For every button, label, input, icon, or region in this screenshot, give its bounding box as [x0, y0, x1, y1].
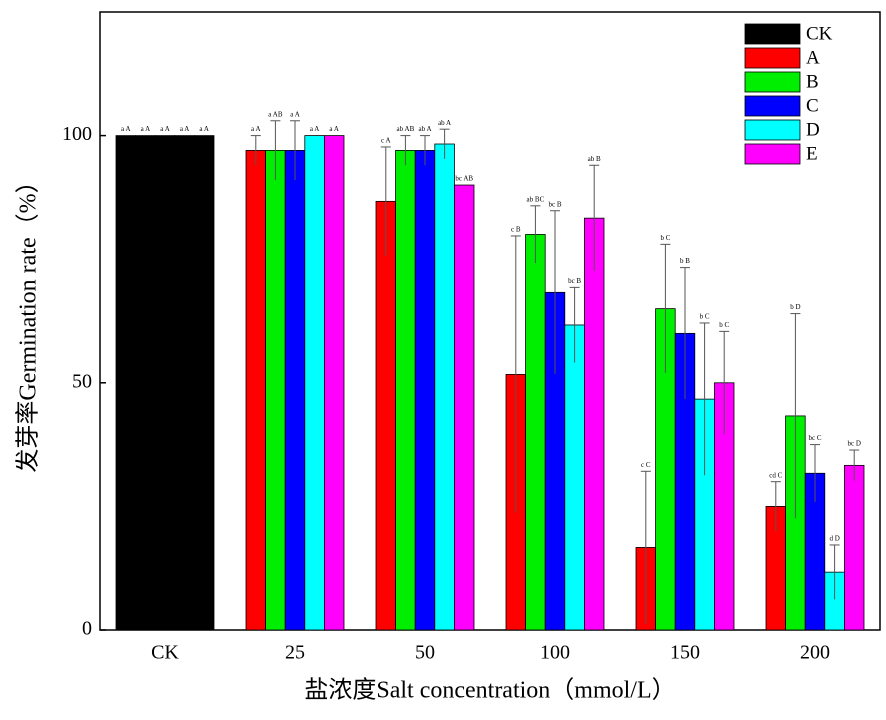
significance-label: bc AB [455, 175, 473, 183]
bar [525, 234, 546, 631]
significance-label: b C [719, 321, 729, 329]
bar [245, 150, 267, 631]
plot-frame [99, 11, 881, 631]
bar [193, 135, 215, 631]
legend-swatch [744, 23, 801, 45]
legend-swatch [744, 71, 801, 93]
significance-label: ab B [588, 155, 601, 163]
bar [564, 324, 585, 631]
significance-label: a AB [268, 110, 283, 118]
y-axis-title: 发芽率Germination rate（%） [15, 169, 42, 472]
y-tick-label: 0 [82, 618, 92, 640]
x-tick-label: 50 [415, 642, 435, 664]
significance-label: a A [329, 125, 339, 133]
significance-label: a A [199, 125, 209, 133]
x-axis-title: 盐浓度Salt concentration（mmol/L） [304, 677, 675, 704]
x-tick-label: 100 [540, 642, 570, 664]
legend-label: CK [806, 23, 833, 44]
significance-label: a A [290, 110, 300, 118]
x-tick-label: 25 [285, 642, 305, 664]
significance-label: b C [700, 313, 710, 321]
bar [174, 135, 195, 631]
bar [414, 150, 436, 631]
bar [844, 464, 865, 631]
significance-label: ab AB [397, 125, 415, 133]
significance-label: cd C [769, 471, 782, 479]
significance-label: d D [829, 535, 839, 543]
x-tick-label: CK [151, 642, 179, 664]
significance-label: b D [790, 303, 800, 311]
legend-swatch [744, 119, 801, 141]
significance-label: ab A [438, 119, 451, 127]
significance-label: ab A [418, 125, 431, 133]
bar [323, 135, 345, 631]
significance-label: c A [381, 137, 391, 145]
significance-label: a A [310, 125, 320, 133]
legend-label: A [806, 47, 820, 68]
significance-label: bc C [808, 434, 821, 442]
significance-label: a A [160, 125, 170, 133]
legend-label: E [806, 143, 818, 164]
bar [115, 135, 137, 631]
bar [453, 184, 475, 631]
significance-label: a A [180, 125, 190, 133]
significance-label: ab BC [527, 195, 545, 203]
legend-label: D [806, 119, 820, 140]
significance-label: c B [511, 226, 521, 234]
legend-label: C [806, 95, 819, 116]
legend-swatch [744, 47, 801, 69]
significance-label: a A [121, 125, 131, 133]
legend-swatch [744, 95, 801, 117]
bar [584, 217, 605, 631]
y-tick-label: 100 [62, 123, 92, 145]
significance-label: a A [141, 125, 151, 133]
legend-label: B [806, 71, 819, 92]
significance-label: b B [680, 257, 690, 265]
y-tick-label: 50 [72, 370, 92, 392]
bar [154, 135, 176, 631]
significance-label: bc B [548, 200, 561, 208]
bar [395, 150, 416, 631]
bar [265, 150, 286, 631]
bar [304, 135, 325, 631]
x-tick-label: 150 [670, 642, 700, 664]
significance-label: a A [251, 125, 261, 133]
legend-swatch [744, 143, 801, 165]
significance-label: bc D [847, 440, 860, 448]
significance-label: c C [641, 461, 651, 469]
bar [135, 135, 156, 631]
bar [434, 143, 455, 631]
bar [375, 200, 397, 631]
x-tick-label: 200 [800, 642, 830, 664]
significance-label: b C [660, 234, 670, 242]
bar [284, 150, 306, 631]
significance-label: bc B [568, 277, 581, 285]
